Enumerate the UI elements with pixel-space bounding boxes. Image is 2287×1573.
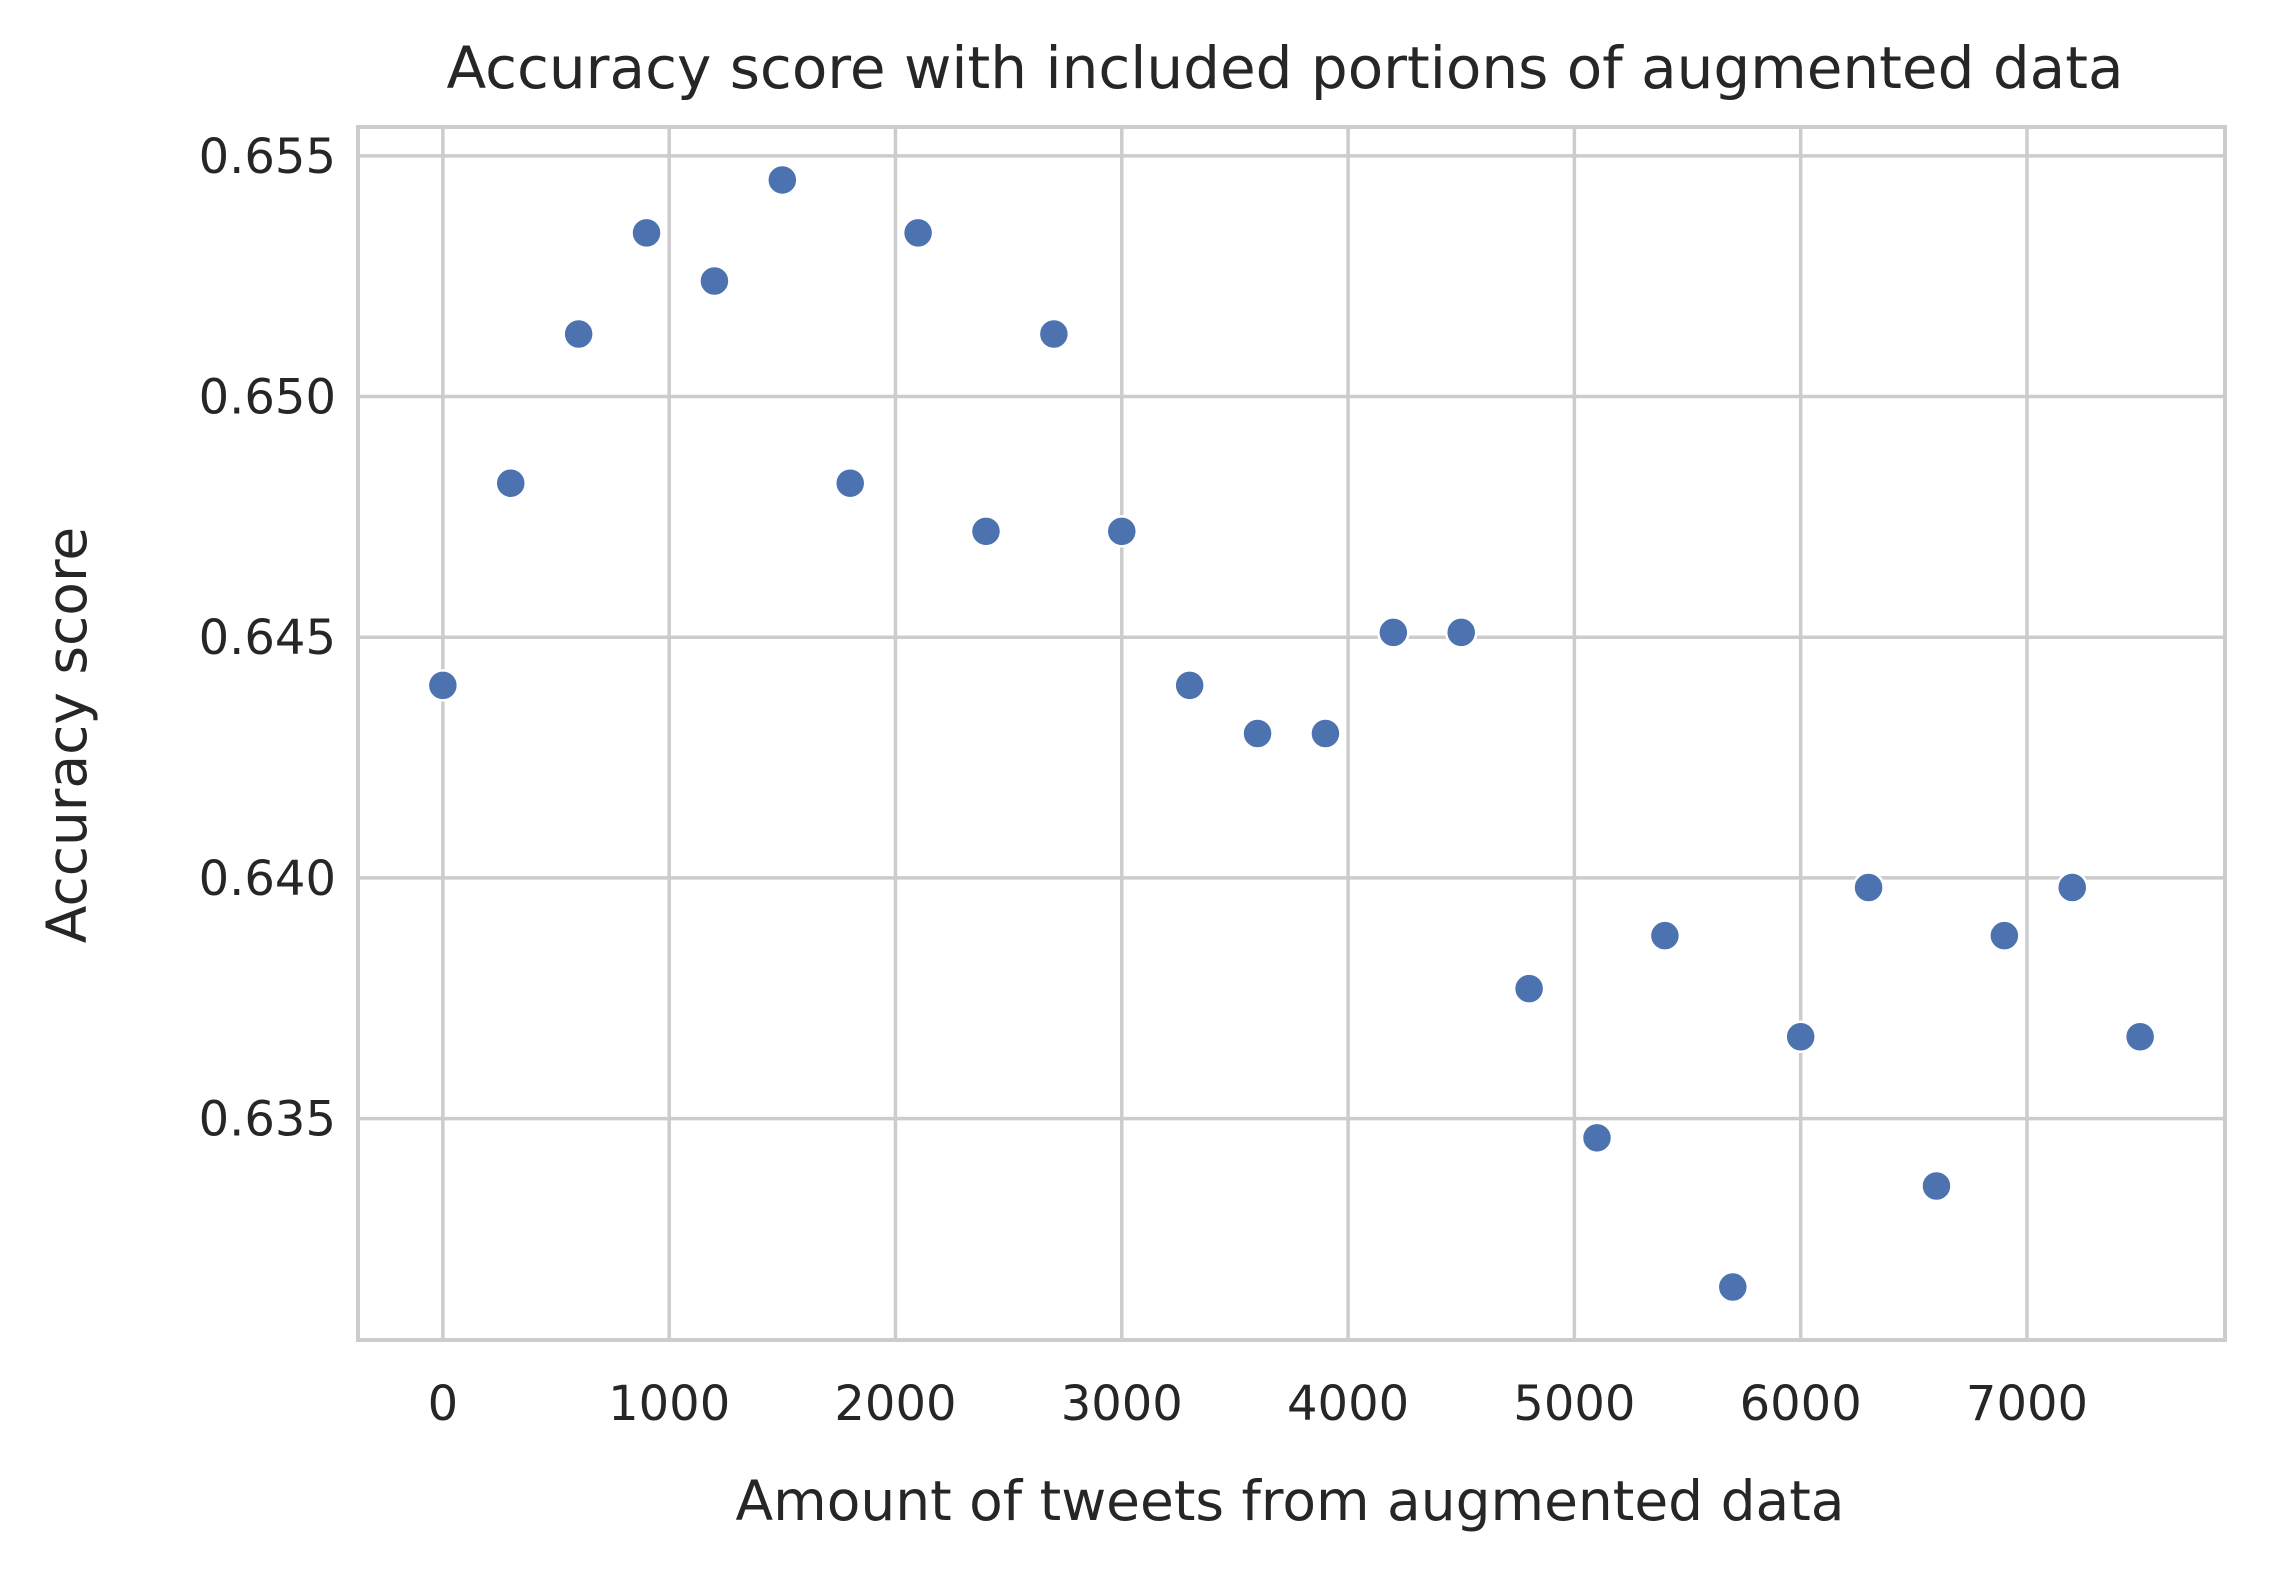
- y-tick-label: 0.640: [199, 851, 336, 907]
- x-tick-label: 7000: [1966, 1376, 2088, 1432]
- chart-title: Accuracy score with included portions of…: [446, 34, 2123, 102]
- x-tick-labels: 0 1000 2000 3000 4000 5000 6000 7000: [428, 1376, 2088, 1432]
- y-tick-label: 0.635: [199, 1092, 336, 1148]
- y-tick-labels: 0.635 0.640 0.645 0.650 0.655: [199, 129, 336, 1148]
- data-point: [1716, 1270, 1750, 1304]
- data-point: [1852, 871, 1885, 904]
- x-tick-label: 5000: [1513, 1376, 1635, 1432]
- y-tick-label: 0.650: [199, 370, 336, 426]
- data-point: [1377, 616, 1410, 649]
- data-point: [630, 216, 663, 250]
- data-point: [1309, 717, 1342, 750]
- data-point: [1784, 1020, 1817, 1053]
- data-point: [1037, 317, 1071, 351]
- plot-frame: [356, 125, 2227, 1342]
- data-point: [698, 264, 731, 298]
- x-tick-label: 0: [428, 1376, 459, 1432]
- data-point: [1105, 515, 1139, 548]
- data-point: [1988, 919, 2021, 952]
- data-points: [426, 163, 2157, 1304]
- data-point: [833, 466, 867, 500]
- x-tick-label: 4000: [1287, 1376, 1409, 1432]
- data-point: [1173, 669, 1206, 702]
- y-tick-label: 0.655: [199, 129, 336, 185]
- grid: [358, 127, 2225, 1340]
- data-point: [1241, 717, 1274, 750]
- x-tick-label: 1000: [608, 1376, 730, 1432]
- data-point: [426, 669, 460, 702]
- x-axis-label: Amount of tweets from augmented data: [736, 1469, 1845, 1533]
- y-tick-label: 0.645: [199, 610, 336, 666]
- data-point: [1444, 616, 1478, 649]
- y-axis-label: Accuracy score: [35, 527, 99, 943]
- data-point: [901, 216, 935, 250]
- data-point: [2055, 871, 2089, 904]
- data-point: [2123, 1020, 2157, 1053]
- data-point: [1648, 919, 1682, 952]
- data-point: [494, 466, 528, 500]
- x-tick-label: 6000: [1740, 1376, 1862, 1432]
- data-point: [969, 515, 1003, 548]
- data-point: [1580, 1121, 1614, 1155]
- x-tick-label: 2000: [834, 1376, 956, 1432]
- x-tick-label: 3000: [1061, 1376, 1183, 1432]
- data-point: [766, 163, 799, 197]
- data-point: [562, 317, 595, 351]
- data-point: [1512, 972, 1546, 1005]
- data-point: [1920, 1169, 1953, 1203]
